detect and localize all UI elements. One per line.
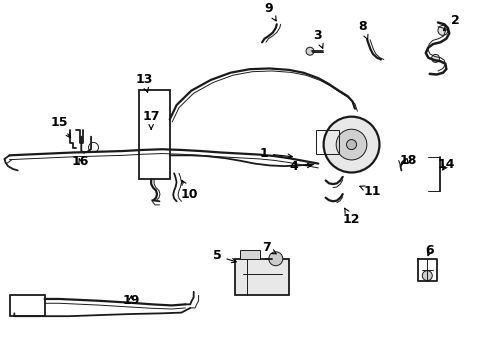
- Circle shape: [432, 54, 440, 62]
- Text: 8: 8: [358, 20, 368, 39]
- Text: 4: 4: [290, 159, 312, 172]
- Text: 13: 13: [135, 73, 152, 93]
- Text: 14: 14: [438, 158, 455, 171]
- Text: 12: 12: [343, 208, 360, 226]
- Bar: [240, 251, 260, 260]
- Text: 10: 10: [181, 180, 198, 201]
- Text: 17: 17: [143, 110, 160, 129]
- Circle shape: [422, 271, 432, 280]
- Text: 5: 5: [213, 249, 236, 263]
- Text: 3: 3: [313, 28, 323, 48]
- Circle shape: [336, 129, 367, 160]
- Text: 6: 6: [425, 244, 434, 257]
- Text: 1: 1: [259, 147, 293, 160]
- Text: 2: 2: [443, 14, 460, 31]
- Text: 7: 7: [262, 242, 276, 255]
- Circle shape: [346, 140, 357, 150]
- Bar: [235, 260, 289, 295]
- Text: 19: 19: [122, 294, 140, 307]
- Text: 11: 11: [360, 185, 381, 198]
- Bar: [140, 90, 170, 179]
- Circle shape: [323, 117, 379, 172]
- Circle shape: [306, 47, 314, 55]
- Bar: [316, 130, 339, 154]
- Circle shape: [269, 252, 283, 266]
- Circle shape: [438, 26, 448, 35]
- Text: 9: 9: [264, 2, 276, 21]
- Text: 15: 15: [50, 116, 71, 138]
- Text: 16: 16: [72, 155, 89, 168]
- Bar: [10, 294, 45, 316]
- Text: 18: 18: [400, 154, 417, 167]
